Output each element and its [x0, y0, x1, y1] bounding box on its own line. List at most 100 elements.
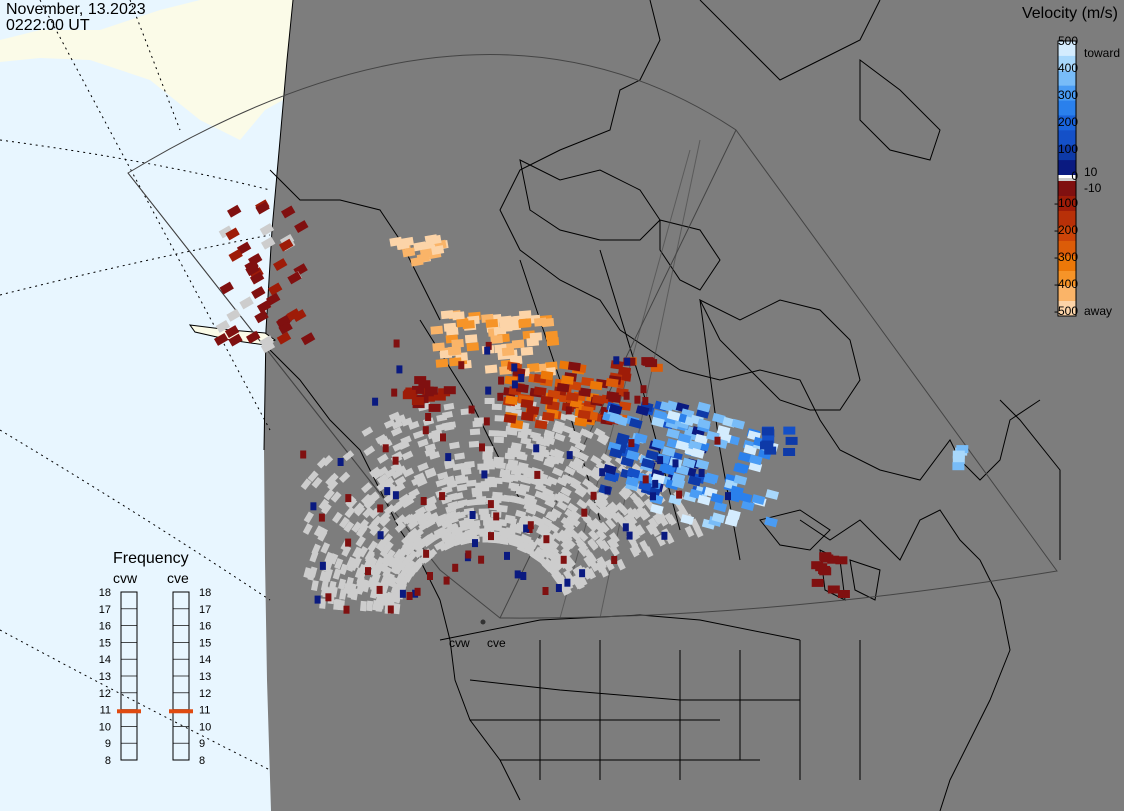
ground-scatter-cell — [560, 584, 570, 596]
ground-scatter-cell — [330, 491, 342, 503]
velocity-cell — [411, 397, 424, 405]
velocity-cell — [661, 531, 668, 540]
velocity-cell — [542, 587, 549, 595]
ground-scatter-cell — [498, 537, 510, 546]
velocity-cell — [462, 320, 475, 330]
velocity-cell — [485, 386, 492, 395]
ground-scatter-cell — [534, 490, 546, 500]
ground-scatter-cell — [391, 419, 403, 430]
velocity-cell — [377, 504, 384, 513]
velocity-cell — [651, 416, 665, 428]
ground-scatter-cell — [484, 398, 495, 404]
ground-scatter-cell — [534, 482, 547, 492]
ground-scatter-cell — [302, 523, 313, 535]
ground-scatter-cell — [366, 600, 374, 612]
velocity-cell — [372, 397, 379, 406]
velocity-cell — [650, 492, 656, 501]
ground-scatter-cell — [425, 469, 437, 479]
ground-scatter-cell — [586, 520, 598, 532]
ground-scatter-cell — [655, 534, 666, 547]
ground-scatter-cell — [550, 508, 563, 519]
velocity-cell — [443, 576, 450, 585]
velocity-cell — [640, 458, 655, 469]
ground-scatter-cell — [488, 430, 499, 437]
ground-scatter-cell — [608, 501, 620, 513]
velocity-cell — [815, 563, 828, 572]
velocity-cell — [343, 605, 350, 614]
ground-scatter-cell — [396, 555, 408, 567]
frequency-radar-cve: cve — [167, 570, 189, 586]
ground-scatter-cell — [582, 566, 593, 579]
ground-scatter-cell — [303, 511, 314, 524]
ground-scatter-cell — [572, 456, 585, 467]
ground-scatter-cell — [387, 576, 398, 588]
ground-scatter-cell — [339, 563, 349, 576]
velocity-cell — [487, 500, 494, 509]
ground-scatter-cell — [493, 456, 504, 464]
ground-scatter-cell — [369, 524, 381, 537]
ground-scatter-cell — [631, 543, 642, 555]
velocity-cell — [488, 532, 494, 541]
velocity-cell — [387, 605, 394, 614]
ground-scatter-cell — [351, 521, 363, 534]
velocity-cell — [468, 405, 475, 414]
ground-scatter-cell — [599, 539, 611, 552]
ground-scatter-cell — [408, 420, 420, 430]
velocity-cell — [672, 459, 679, 468]
ground-scatter-cell — [577, 574, 588, 587]
ground-scatter-cell — [613, 511, 625, 524]
velocity-cell — [527, 521, 534, 530]
ground-scatter-cell — [435, 478, 447, 488]
velocity-cell — [424, 234, 438, 245]
velocity-cell — [541, 411, 555, 422]
ground-scatter-cell — [569, 509, 581, 521]
velocity-tick: -500 — [1053, 304, 1078, 318]
ground-scatter-cell — [345, 576, 354, 589]
velocity-cell — [412, 385, 424, 394]
ground-scatter-cell — [478, 508, 489, 515]
ground-scatter-cell — [357, 563, 368, 576]
ground-scatter-cell — [529, 550, 542, 562]
ground-scatter-cell — [503, 494, 515, 503]
colorbar-swatch — [1058, 301, 1076, 317]
velocity-cell — [389, 236, 403, 247]
ground-scatter-cell — [420, 510, 433, 521]
ground-scatter-cell — [334, 557, 344, 570]
ground-scatter-cell — [385, 555, 396, 568]
ground-scatter-cell — [332, 568, 342, 580]
ground-scatter-cell — [555, 575, 566, 588]
ground-scatter-cell — [515, 487, 527, 497]
velocity-cell — [287, 271, 302, 285]
ground-scatter-cell — [609, 532, 620, 544]
velocity-cell — [228, 333, 243, 347]
velocity-cell — [625, 450, 640, 461]
ground-scatter-cell — [552, 424, 565, 434]
frequency-tick-left: 12 — [99, 688, 111, 700]
ground-scatter-cell — [327, 479, 339, 491]
ground-scatter-cell — [494, 415, 505, 422]
ground-scatter-cell — [424, 501, 436, 512]
velocity-cell — [565, 392, 579, 402]
ground-scatter-cell — [379, 545, 391, 558]
frequency-tick-right: 16 — [199, 621, 211, 633]
ground-scatter-cell — [412, 430, 425, 440]
ground-scatter-cell — [631, 463, 644, 475]
ground-scatter-cell — [388, 411, 401, 422]
ground-scatter-cell — [472, 420, 483, 428]
velocity-cell — [425, 413, 432, 421]
velocity-cell — [225, 227, 240, 241]
ground-scatter-cell — [598, 521, 610, 534]
ground-scatter-cell — [457, 499, 469, 508]
velocity-tick: 300 — [1057, 88, 1078, 102]
velocity-cell — [325, 593, 332, 602]
ground-scatter-cell — [499, 468, 511, 476]
velocity-cell — [490, 334, 503, 344]
velocity-cell — [543, 535, 550, 544]
ground-scatter-cell — [339, 588, 347, 600]
ground-scatter-cell — [460, 467, 472, 476]
velocity-cell — [523, 524, 530, 533]
velocity-cell — [556, 382, 570, 393]
velocity-tick: -300 — [1053, 250, 1078, 264]
ground-scatter-cell — [338, 516, 350, 529]
ground-scatter-cell — [468, 440, 480, 448]
